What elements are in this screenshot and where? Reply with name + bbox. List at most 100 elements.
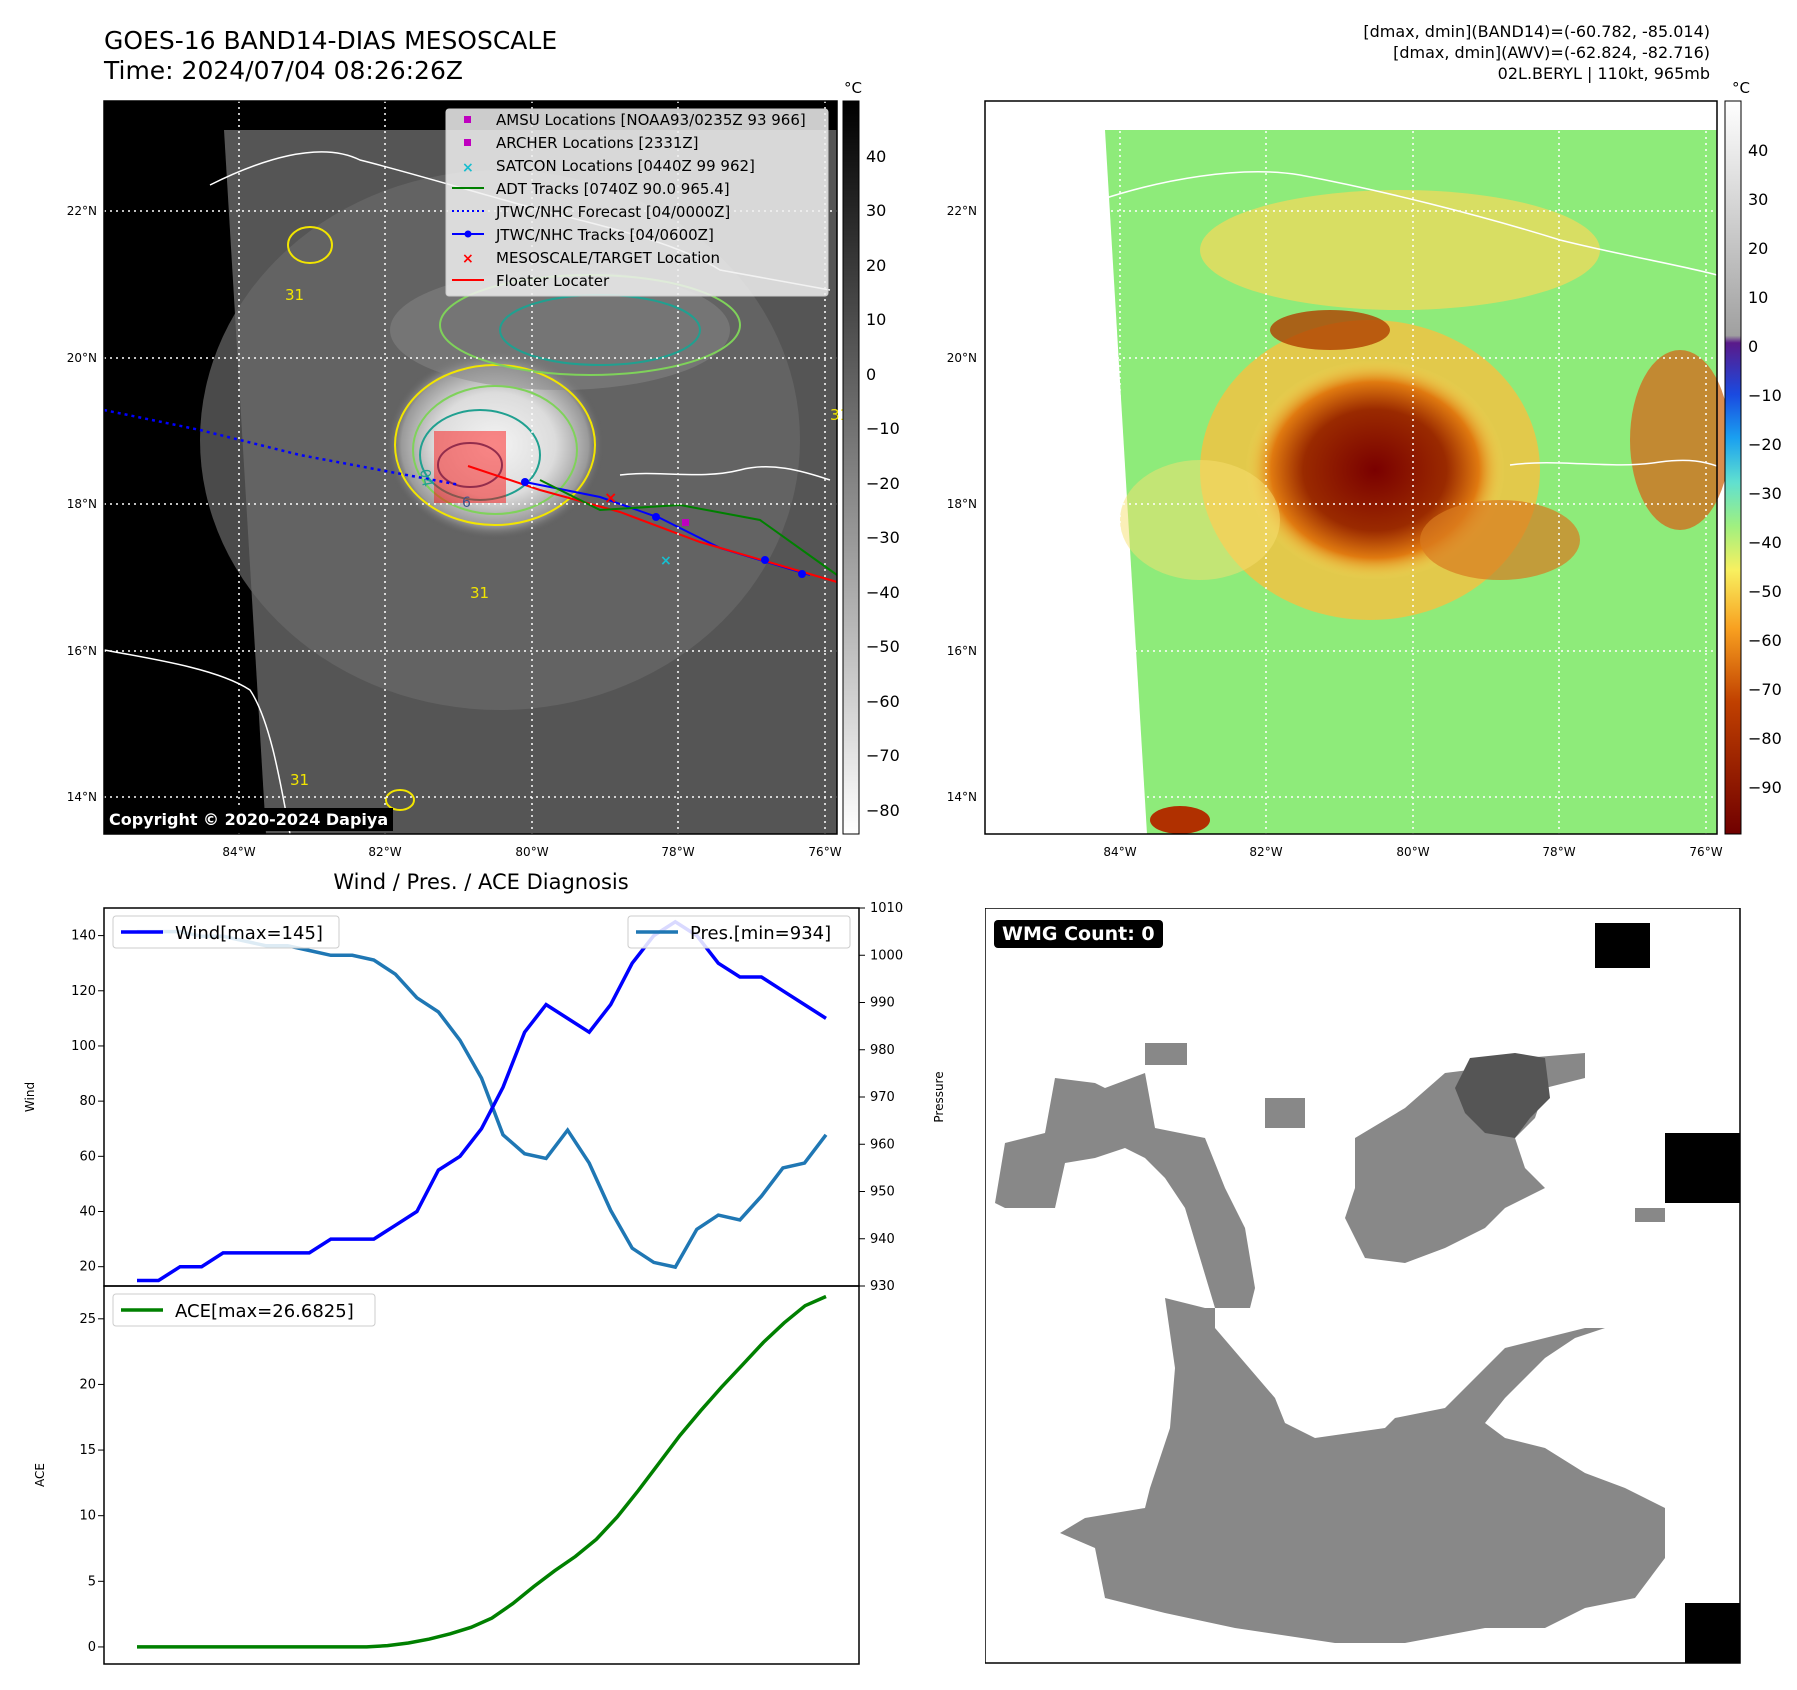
pressure-series-line [137, 929, 828, 1270]
pressure-axis-tick-label: 1010 [870, 901, 903, 916]
ir-colorbar-unit: °C [844, 79, 862, 97]
wind-axis-tick-label: 100 [71, 1039, 96, 1054]
copyright-badge: Copyright © 2020-2024 Dapiya [104, 808, 394, 831]
svg-text:−80: −80 [1748, 729, 1782, 748]
wind-axis-tick-label: 80 [79, 1094, 96, 1109]
svg-text:−30: −30 [866, 528, 900, 547]
svg-text:−20: −20 [866, 474, 900, 493]
figure-title: GOES-16 BAND14-DIAS MESOSCALE [104, 26, 558, 55]
map-legend-markers: × × [452, 116, 484, 281]
ir-map-frame [103, 100, 838, 835]
coastline-central-america [103, 649, 291, 835]
wind-axis-tick-label: 120 [71, 984, 96, 999]
wmg-black-block-c [1685, 1603, 1740, 1663]
contour-label-a: 31 [285, 286, 304, 304]
adt-track-line [539, 479, 838, 576]
svg-text:10: 10 [866, 310, 886, 329]
svg-text:−60: −60 [866, 692, 900, 711]
svg-text:10: 10 [1748, 288, 1768, 307]
jtwc-forecast-line [103, 408, 461, 487]
diagnosis-title: Wind / Pres. / ACE Diagnosis [333, 870, 628, 894]
ace-axis-tick-label: 5 [88, 1574, 96, 1589]
pressure-axis-tick-label: 1000 [870, 948, 903, 963]
svg-text:82°W: 82°W [1249, 845, 1282, 859]
ace-axis-tick-label: 20 [79, 1377, 96, 1392]
ace-axis-tick-label: 0 [88, 1640, 96, 1655]
wmg-black-block-b [1665, 1133, 1740, 1203]
ir-map-panel: × × 31 31 31 31 04 6 × × AMSU Locations … [67, 79, 1782, 859]
pressure-axis-tick-label: 960 [870, 1137, 895, 1152]
awv-colorbar [1724, 100, 1742, 835]
ace-axis-label: ACE [33, 1463, 47, 1487]
awv-coastline-hispaniola [1509, 459, 1718, 467]
ace-axis-tick-label: 25 [79, 1312, 96, 1327]
satcon-marker: × [660, 553, 672, 569]
map-legend-box [445, 108, 829, 297]
wind-axis-tick-label: 140 [71, 929, 96, 944]
ir-colorbar [842, 100, 860, 835]
archer-marker [682, 519, 689, 526]
svg-text:20: 20 [1748, 239, 1768, 258]
wind-legend-box [112, 915, 340, 949]
svg-text:80°W: 80°W [1396, 845, 1429, 859]
wmg-count-badge: WMG Count: 0 [994, 920, 1163, 948]
coastline-hispaniola [619, 465, 831, 481]
wmg-black-block-a [1595, 923, 1650, 968]
svg-text:−80: −80 [866, 801, 900, 820]
svg-text:80°W: 80°W [515, 845, 548, 859]
svg-text:84°W: 84°W [222, 845, 255, 859]
svg-text:78°W: 78°W [1542, 845, 1575, 859]
svg-text:−70: −70 [866, 746, 900, 765]
svg-text:−70: −70 [1748, 680, 1782, 699]
svg-text:78°W: 78°W [661, 845, 694, 859]
ace-axis-tick-label: 15 [79, 1443, 96, 1458]
awv-lon-labels: 84°W 82°W 80°W 78°W 76°W [1103, 845, 1722, 859]
wind-axis-tick-label: 60 [79, 1149, 96, 1164]
pressure-axis-tick-label: 940 [870, 1232, 895, 1247]
svg-text:20: 20 [866, 256, 886, 275]
mesoscale-target-marker: × [604, 488, 617, 507]
ace-axis-tick-label: 10 [79, 1509, 96, 1524]
ir-colorbar-ticks: 40 30 20 10 0 −10 −20 −30 −40 −50 −60 −7… [866, 147, 900, 820]
legend-amsu: AMSU Locations [NOAA93/0235Z 93 966] [496, 111, 806, 129]
svg-text:14°N: 14°N [947, 790, 977, 804]
legend-satcon: SATCON Locations [0440Z 99 962] [496, 157, 755, 175]
awv-map-frame [984, 100, 1718, 835]
svg-text:30: 30 [866, 201, 886, 220]
ir-lon-labels: 84°W 82°W 80°W 78°W 76°W [222, 845, 841, 859]
contour-label-e: 04 [416, 468, 435, 488]
svg-text:−50: −50 [1748, 582, 1782, 601]
pressure-axis-tick-label: 990 [870, 996, 895, 1011]
svg-text:−90: −90 [1748, 778, 1782, 797]
wmg-panel [985, 908, 1741, 1664]
svg-text:−30: −30 [1748, 484, 1782, 503]
pres-legend-label: Pres.[min=934] [690, 923, 831, 944]
wind-axis-tick-label: 20 [79, 1260, 96, 1275]
svg-text:−10: −10 [1748, 386, 1782, 405]
wmg-frame [985, 908, 1741, 1664]
band14-range: [dmax, dmin](BAND14)=(-60.782, -85.014) [1363, 22, 1710, 41]
svg-text:−50: −50 [866, 637, 900, 656]
svg-text:−10: −10 [866, 419, 900, 438]
svg-text:20°N: 20°N [947, 351, 977, 365]
contour-label-d: 31 [290, 771, 309, 789]
svg-text:76°W: 76°W [1689, 845, 1722, 859]
ace-frame [103, 1285, 860, 1665]
svg-text:30: 30 [1748, 190, 1768, 209]
svg-text:−40: −40 [866, 583, 900, 602]
wind-legend-label: Wind[max=145] [175, 923, 323, 944]
legend-jtwc-tracks: JTWC/NHC Tracks [04/0600Z] [495, 226, 714, 244]
svg-text:20°N: 20°N [67, 351, 97, 365]
svg-text:18°N: 18°N [947, 497, 977, 511]
ir-lat-labels: 22°N 20°N 18°N 16°N 14°N [67, 204, 97, 804]
svg-text:14°N: 14°N [67, 790, 97, 804]
floater-line [467, 465, 838, 583]
wind-axis-tick-label: 40 [79, 1205, 96, 1220]
svg-text:40: 40 [866, 147, 886, 166]
figure-time: Time: 2024/07/04 08:26:26Z [104, 56, 463, 85]
svg-text:40: 40 [1748, 141, 1768, 160]
svg-text:0: 0 [1748, 337, 1758, 356]
contour-label-f: 6 [462, 495, 471, 511]
pres-legend-box [627, 915, 851, 949]
wind-series-line [137, 919, 827, 1283]
